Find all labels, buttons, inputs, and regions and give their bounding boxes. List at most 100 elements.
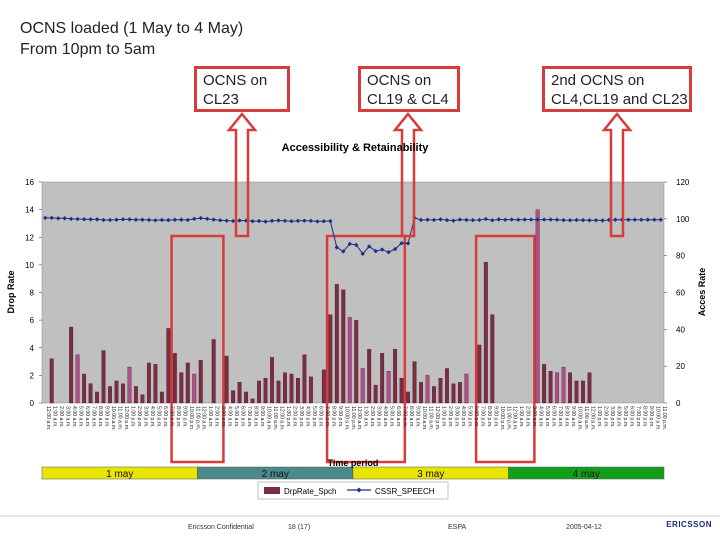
point-cssr-speech bbox=[444, 217, 450, 223]
x-tick-label: 4:00 a.m. bbox=[71, 406, 77, 428]
day-band-label: 1 may bbox=[106, 469, 133, 480]
x-tick-label: 12:00 p.m. bbox=[589, 406, 595, 431]
bar-drop-rate bbox=[69, 326, 74, 404]
point-cssr-speech bbox=[127, 217, 132, 222]
x-tick-label: 1:00 a.m. bbox=[363, 406, 369, 428]
bar-drop-rate bbox=[146, 362, 151, 404]
bar-drop-rate bbox=[302, 354, 307, 404]
x-tick-label: 2:00 a.m. bbox=[525, 406, 531, 428]
x-tick-label: 11:00 a.m. bbox=[272, 406, 278, 430]
x-tick-label: 11:00 p.m. bbox=[350, 406, 356, 430]
x-tick-label: 9:00 a.m. bbox=[104, 406, 110, 428]
x-tick-label: 10:00 a.m. bbox=[421, 406, 427, 431]
slide-title-line2: From 10pm to 5am bbox=[20, 41, 156, 58]
highlight-box bbox=[170, 234, 225, 464]
point-cssr-speech bbox=[451, 218, 456, 223]
bar-drop-rate bbox=[542, 364, 547, 404]
bar-drop-rate bbox=[457, 382, 462, 404]
point-cssr-speech bbox=[185, 217, 190, 223]
bar-drop-rate bbox=[555, 372, 560, 404]
bar-drop-rate bbox=[114, 380, 119, 404]
x-tick-label: 8:00 p.m. bbox=[641, 406, 647, 428]
point-cssr-speech bbox=[483, 216, 489, 222]
footer-confidential: Ericsson Confidential bbox=[188, 524, 254, 531]
x-tick-label: 1:00 p.m. bbox=[596, 406, 602, 428]
point-cssr-speech bbox=[43, 215, 48, 221]
point-cssr-speech bbox=[211, 217, 216, 222]
bar-drop-rate bbox=[432, 386, 436, 404]
legend: DrpRate_Spch CSSR_SPEECH bbox=[257, 481, 449, 500]
x-tick-label: 10:00 a.m. bbox=[577, 406, 583, 431]
point-cssr-speech bbox=[159, 217, 165, 223]
point-cssr-speech bbox=[224, 218, 229, 223]
bar-drop-rate bbox=[270, 357, 274, 404]
y-axis-left-label: Drop Rate bbox=[6, 270, 16, 313]
bar-drop-rate bbox=[438, 377, 443, 404]
x-tick-label: 12:00 a.m. bbox=[201, 406, 207, 431]
bar-drop-rate bbox=[548, 371, 553, 404]
y-right-tick-label: 80 bbox=[676, 252, 685, 261]
x-tick-label: 11:00 a.m. bbox=[117, 406, 123, 430]
bar-drop-rate bbox=[587, 372, 592, 404]
point-cssr-speech bbox=[198, 215, 203, 221]
point-cssr-speech bbox=[75, 216, 80, 222]
callout-arrow bbox=[226, 112, 258, 238]
bar-drop-rate bbox=[581, 380, 585, 404]
day-band-label: 4 may bbox=[573, 469, 600, 480]
y-left-tick-label: 10 bbox=[25, 261, 34, 270]
x-tick-label: 7:00 a.m. bbox=[246, 406, 252, 428]
point-cssr-speech bbox=[101, 217, 106, 223]
x-tick-label: 1:00 p.m. bbox=[129, 406, 135, 428]
y-right-tick-label: 0 bbox=[676, 399, 681, 408]
callout-2-line2: CL19 & CL4 bbox=[367, 91, 449, 108]
bar-drop-rate bbox=[198, 360, 203, 404]
bar-drop-rate bbox=[347, 317, 352, 404]
bar-drop-rate bbox=[250, 398, 255, 404]
x-tick-label: 9:00 a.m. bbox=[570, 406, 576, 428]
point-cssr-speech bbox=[639, 217, 644, 222]
x-tick-label: 3:00 p.m. bbox=[142, 406, 148, 428]
point-cssr-speech bbox=[580, 217, 586, 223]
bar-drop-rate bbox=[574, 380, 579, 404]
point-cssr-speech bbox=[321, 219, 327, 224]
x-tick-label: 11:00 a.m. bbox=[428, 406, 434, 430]
y-left-tick-label: 0 bbox=[30, 399, 35, 408]
point-cssr-speech bbox=[62, 216, 67, 221]
x-tick-label: 10:00 p.m. bbox=[343, 406, 349, 431]
y-left-tick-label: 6 bbox=[30, 316, 35, 325]
x-tick-label: 3:00 a.m. bbox=[531, 406, 537, 428]
point-cssr-speech bbox=[107, 217, 113, 223]
point-cssr-speech bbox=[146, 217, 152, 223]
bar-drop-rate bbox=[257, 380, 261, 404]
x-tick-label: 6:00 a.m. bbox=[240, 406, 246, 428]
point-cssr-speech bbox=[613, 217, 618, 222]
x-tick-label: 5:00 a.m. bbox=[389, 406, 395, 428]
x-tick-label: 11:00 a.m. bbox=[583, 406, 589, 430]
x-tick-label: 1:00 p.m. bbox=[285, 406, 291, 428]
x-tick-label: 10:00 a.m. bbox=[110, 406, 116, 431]
x-tick-label: 11:00 p.m. bbox=[194, 406, 200, 430]
bar-drop-rate bbox=[399, 377, 404, 404]
point-cssr-speech bbox=[561, 217, 566, 223]
y-left-tick-label: 2 bbox=[30, 371, 35, 380]
bar-drop-rate bbox=[334, 284, 339, 404]
bar-drop-rate bbox=[373, 384, 378, 404]
bar-drop-rate bbox=[341, 289, 346, 404]
x-tick-label: 2:00 a.m. bbox=[369, 406, 375, 428]
x-tick-label: 4:00 a.m. bbox=[227, 406, 233, 428]
footer-page: 18 (17) bbox=[288, 524, 311, 531]
x-tick-label: 8:00 a.m. bbox=[564, 406, 570, 428]
x-tick-label: 1:00 a.m. bbox=[207, 406, 213, 428]
x-tick-label: 12:00 p.m. bbox=[123, 406, 129, 431]
point-cssr-speech bbox=[347, 241, 352, 247]
bar-drop-rate bbox=[464, 373, 469, 404]
point-cssr-speech bbox=[237, 218, 242, 223]
point-cssr-speech bbox=[263, 219, 268, 224]
bar-drop-rate bbox=[419, 382, 423, 404]
point-cssr-speech bbox=[192, 216, 197, 222]
bar-drop-rate bbox=[211, 339, 216, 404]
callout-ocns-cl23: OCNS on CL23 bbox=[194, 66, 290, 112]
x-tick-label: 9:00 p.m. bbox=[648, 406, 654, 428]
x-tick-label: 7:00 a.m. bbox=[557, 406, 563, 428]
point-cssr-speech bbox=[632, 217, 638, 222]
